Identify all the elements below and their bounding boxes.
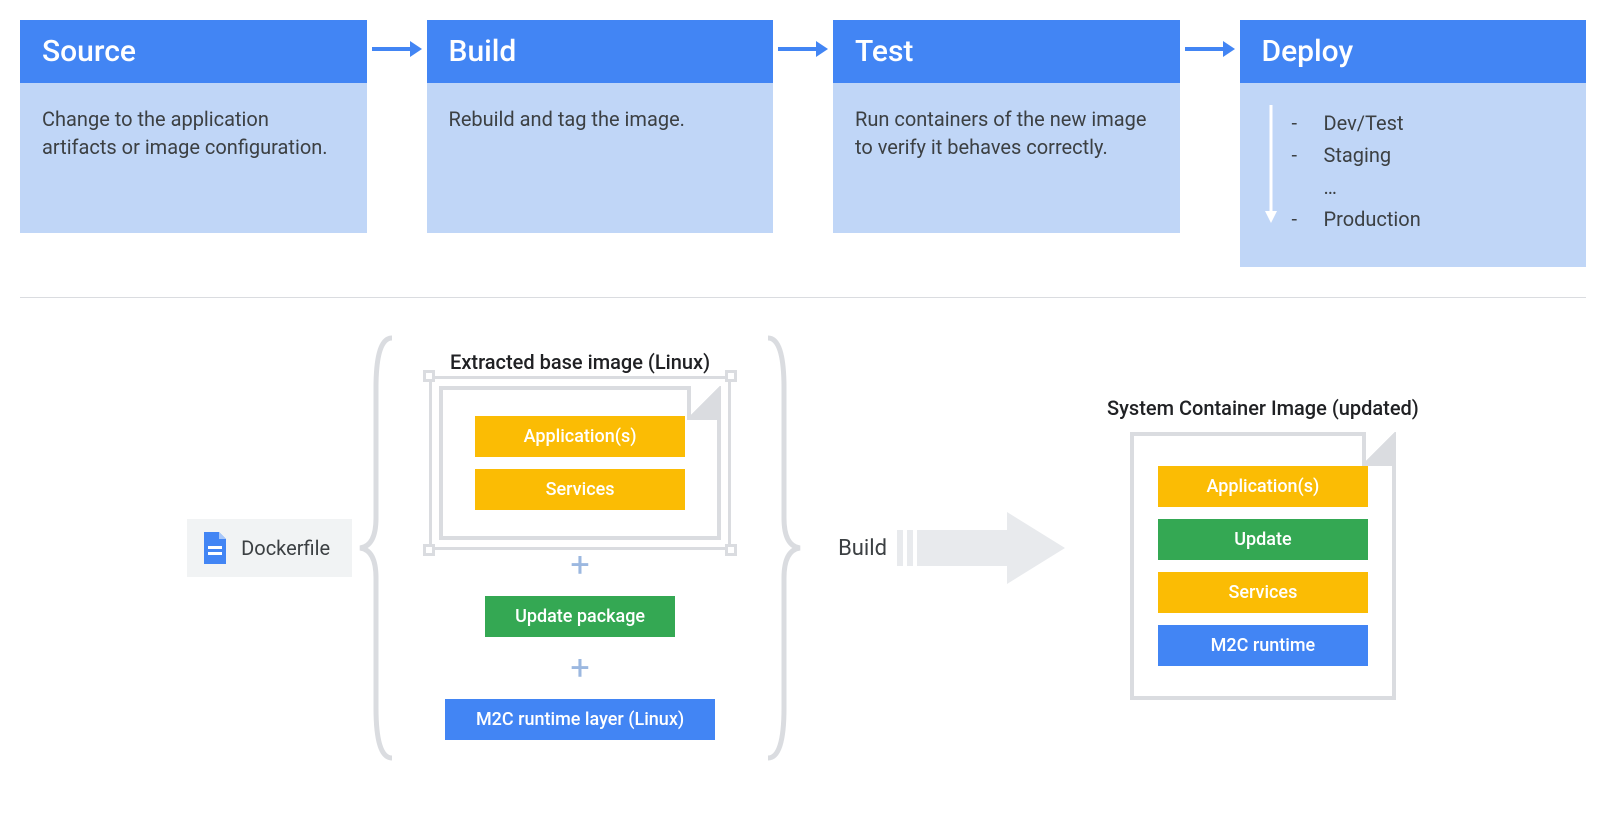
arrow-right-icon bbox=[372, 37, 422, 61]
arrow-right-icon bbox=[778, 37, 828, 61]
selection-frame: Application(s) Services bbox=[439, 386, 721, 540]
dockerfile-chip: Dockerfile bbox=[187, 519, 352, 577]
build-diagram: Dockerfile Extracted base image (Linux) … bbox=[20, 328, 1586, 768]
build-arrow: Build bbox=[838, 508, 1067, 588]
layer-bar: Application(s) bbox=[1158, 466, 1368, 507]
stage-title: Deploy bbox=[1240, 20, 1587, 83]
layer-bar: Update bbox=[1158, 519, 1368, 560]
deploy-item: Production bbox=[1284, 205, 1565, 233]
result-column: System Container Image (updated) Applica… bbox=[1107, 396, 1419, 700]
brace-left bbox=[352, 328, 400, 768]
stage-deploy: Deploy Dev/Test Staging … Production bbox=[1240, 20, 1587, 267]
brace-right bbox=[760, 328, 808, 768]
layer-bar: Application(s) bbox=[475, 416, 685, 457]
layer-bar: Update package bbox=[485, 596, 675, 637]
pipeline-row: Source Change to the application artifac… bbox=[20, 20, 1586, 267]
deploy-list: Production bbox=[1284, 205, 1565, 233]
extracted-layers: Application(s) Services bbox=[475, 410, 685, 516]
layer-bar: M2C runtime layer (Linux) bbox=[445, 699, 715, 740]
plus-icon: + bbox=[570, 651, 589, 685]
dockerfile-label: Dockerfile bbox=[241, 536, 330, 560]
section-divider bbox=[20, 297, 1586, 298]
deploy-down-arrow-icon bbox=[1264, 105, 1278, 225]
deploy-item: Dev/Test bbox=[1284, 109, 1565, 137]
pipeline-arrow bbox=[773, 20, 833, 78]
pipeline-arrow bbox=[1180, 20, 1240, 78]
stage-build: Build Rebuild and tag the image. bbox=[427, 20, 774, 233]
layer-bar: Services bbox=[1158, 572, 1368, 613]
result-title: System Container Image (updated) bbox=[1107, 396, 1419, 420]
stage-body: Dev/Test Staging … Production bbox=[1240, 83, 1587, 267]
brace-right-icon bbox=[760, 328, 808, 768]
result-image-doc: Application(s) Update Services M2C runtime bbox=[1130, 432, 1396, 700]
stage-body: Change to the application artifacts or i… bbox=[20, 83, 367, 233]
pipeline-arrow bbox=[367, 20, 427, 78]
deploy-list: Dev/Test Staging bbox=[1284, 109, 1565, 169]
stage-body: Rebuild and tag the image. bbox=[427, 83, 774, 233]
stage-body: Run containers of the new image to verif… bbox=[833, 83, 1180, 233]
stage-title: Source bbox=[20, 20, 367, 83]
deploy-ellipsis: … bbox=[1284, 173, 1565, 201]
stage-source: Source Change to the application artifac… bbox=[20, 20, 367, 233]
stage-title: Build bbox=[427, 20, 774, 83]
result-layers: Application(s) Update Services M2C runtime bbox=[1158, 460, 1368, 672]
extracted-image-doc: Application(s) Services bbox=[439, 386, 721, 540]
layer-bar: M2C runtime bbox=[1158, 625, 1368, 666]
stage-title: Test bbox=[833, 20, 1180, 83]
deploy-item: Staging bbox=[1284, 141, 1565, 169]
file-icon bbox=[201, 531, 229, 565]
extracted-title: Extracted base image (Linux) bbox=[450, 350, 710, 374]
thick-arrow-icon bbox=[897, 508, 1067, 588]
layer-bar: Services bbox=[475, 469, 685, 510]
arrow-right-icon bbox=[1185, 37, 1235, 61]
plus-icon: + bbox=[570, 548, 589, 582]
build-label: Build bbox=[838, 536, 887, 561]
dockerfile-stack: Extracted base image (Linux) Application… bbox=[400, 350, 760, 746]
brace-left-icon bbox=[352, 328, 400, 768]
stage-test: Test Run containers of the new image to … bbox=[833, 20, 1180, 233]
